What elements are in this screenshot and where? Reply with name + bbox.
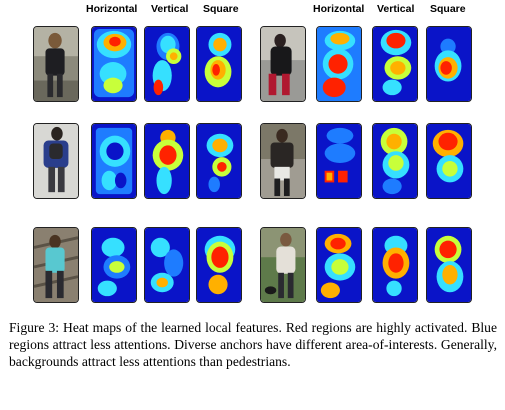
attention-heatmap [196, 227, 242, 303]
column-header-square-left: Square [203, 3, 239, 15]
attention-heatmap [196, 123, 242, 199]
attention-heatmap [426, 26, 472, 102]
pedestrian-photo [260, 227, 306, 303]
pedestrian-photo [260, 123, 306, 199]
attention-heatmap [372, 123, 418, 199]
column-header-horizontal-left: Horizontal [86, 3, 138, 15]
attention-heatmap [144, 227, 190, 303]
attention-heatmap [372, 26, 418, 102]
attention-heatmap [316, 26, 362, 102]
attention-heatmap [196, 26, 242, 102]
pedestrian-photo [260, 26, 306, 102]
column-header-horizontal-right: Horizontal [313, 3, 365, 15]
attention-heatmap [91, 26, 137, 102]
figure-caption: Figure 3: Heat maps of the learned local… [9, 319, 497, 370]
pedestrian-photo [33, 227, 79, 303]
attention-heatmap [316, 123, 362, 199]
caption-text: Heat maps of the learned local features.… [9, 320, 498, 369]
attention-heatmap [426, 123, 472, 199]
attention-heatmap [316, 227, 362, 303]
figure-label: Figure 3: [9, 320, 60, 335]
attention-heatmap [426, 227, 472, 303]
attention-heatmap [91, 123, 137, 199]
column-header-square-right: Square [430, 3, 466, 15]
pedestrian-photo [33, 26, 79, 102]
pedestrian-photo [33, 123, 79, 199]
attention-heatmap [91, 227, 137, 303]
column-header-vertical-right: Vertical [377, 3, 415, 15]
attention-heatmap [372, 227, 418, 303]
column-header-vertical-left: Vertical [151, 3, 189, 15]
attention-heatmap [144, 123, 190, 199]
attention-heatmap [144, 26, 190, 102]
